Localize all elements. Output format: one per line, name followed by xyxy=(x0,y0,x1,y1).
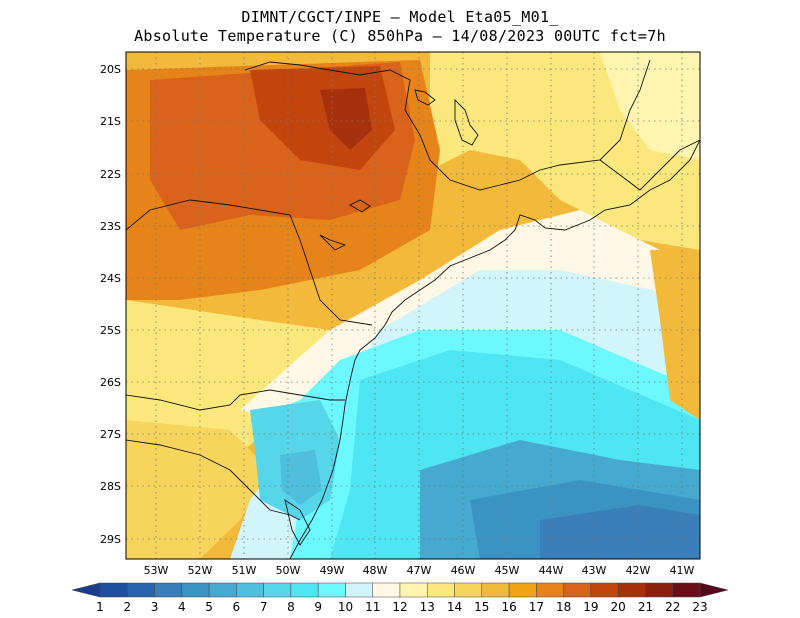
lat-label: 25S xyxy=(100,324,121,337)
lon-label: 47W xyxy=(407,564,432,577)
colorbar-swatch xyxy=(617,582,646,598)
lat-label: 27S xyxy=(100,428,121,441)
boundaries xyxy=(126,59,700,559)
field-ocean-blue-3 xyxy=(540,505,700,559)
colorbar-label: 7 xyxy=(260,600,268,614)
colorbar-swatch xyxy=(454,582,483,598)
map-title-line-2: Absolute Temperature (C) 850hPa – 14/08/… xyxy=(134,27,666,45)
lat-label: 23S xyxy=(100,220,121,233)
lon-label: 53W xyxy=(144,564,169,577)
colorbar-swatch xyxy=(290,582,319,598)
lat-label: 21S xyxy=(100,115,121,128)
lat-label: 20S xyxy=(100,63,121,76)
colorbar-label: 4 xyxy=(178,600,186,614)
latitude-axis: 20S 21S 22S 23S 24S 25S 26S 27S 28S 29S xyxy=(100,63,121,546)
colorbar-label: 6 xyxy=(233,600,241,614)
colorbar-label: 2 xyxy=(123,600,131,614)
field-hot-spot xyxy=(320,88,372,150)
reservoir-4 xyxy=(319,234,347,251)
lon-label: 46W xyxy=(451,564,476,577)
plot-frame xyxy=(125,51,701,560)
lon-label: 48W xyxy=(363,564,388,577)
colorbar-swatch xyxy=(181,582,210,598)
colorbar-arrow-high xyxy=(699,582,729,598)
lon-label: 44W xyxy=(539,564,564,577)
colorbar-label: 5 xyxy=(205,600,213,614)
colorbar-swatch xyxy=(508,582,537,598)
colorbar-label: 3 xyxy=(151,600,159,614)
gridlines xyxy=(126,52,700,559)
lagoon xyxy=(284,498,311,546)
colorbar-swatch xyxy=(427,582,455,598)
colorbar-swatch xyxy=(481,582,510,598)
lat-label: 28S xyxy=(100,480,121,493)
colorbar-swatch xyxy=(372,582,401,598)
colorbar-label: 12 xyxy=(392,600,407,614)
reservoir-1 xyxy=(454,98,479,146)
lon-label: 50W xyxy=(276,564,301,577)
state-border-3 xyxy=(126,439,301,521)
field-east-warm xyxy=(650,250,700,420)
lat-label: 26S xyxy=(100,376,121,389)
coastline xyxy=(289,139,700,559)
colorbar-swatch xyxy=(672,582,701,598)
colorbar-label: 11 xyxy=(365,600,380,614)
colorbar-swatch xyxy=(645,582,673,598)
colorbar-swatch xyxy=(345,582,373,598)
colorbar-label: 1 xyxy=(96,600,104,614)
lat-label: 22S xyxy=(100,168,121,181)
lon-label: 52W xyxy=(188,564,213,577)
colorbar-label: 8 xyxy=(287,600,295,614)
state-border-4 xyxy=(244,59,651,191)
colorbar-swatch xyxy=(208,582,237,598)
colorbar-label: 15 xyxy=(474,600,489,614)
colorbar-label: 10 xyxy=(338,600,353,614)
colorbar-label: 9 xyxy=(314,600,322,614)
colorbar-label: 19 xyxy=(583,600,598,614)
state-border-5 xyxy=(599,139,700,191)
field-northeast-pale xyxy=(600,52,700,160)
map-title-line-1: DIMNT/CGCT/INPE – Model Eta05_M01_ xyxy=(241,8,559,26)
temperature-field xyxy=(126,52,700,559)
colorbar: 1 2 3 4 5 6 7 8 9 10 11 12 13 14 15 16 17 18 19 20 21 22 23 xyxy=(71,582,729,614)
colorbar-label: 16 xyxy=(501,600,516,614)
lon-label: 45W xyxy=(495,564,520,577)
colorbar-label: 20 xyxy=(611,600,626,614)
longitude-axis: 53W 52W 51W 50W 49W 48W 47W 46W 45W 44W … xyxy=(144,564,695,577)
lon-label: 42W xyxy=(626,564,651,577)
colorbar-arrow-low xyxy=(71,582,101,598)
colorbar-swatch xyxy=(263,582,292,598)
colorbar-swatch xyxy=(99,582,128,598)
colorbar-label: 18 xyxy=(556,600,571,614)
colorbar-swatch xyxy=(563,582,592,598)
colorbar-swatch xyxy=(236,582,264,598)
lat-label: 29S xyxy=(100,533,121,546)
lon-label: 51W xyxy=(232,564,257,577)
colorbar-label: 14 xyxy=(447,600,462,614)
lat-label: 24S xyxy=(100,272,121,285)
field-inland-cool-core xyxy=(280,450,322,505)
lon-label: 49W xyxy=(320,564,345,577)
lon-label: 43W xyxy=(582,564,607,577)
colorbar-label: 13 xyxy=(420,600,435,614)
state-border-2 xyxy=(126,389,345,411)
reservoir-2 xyxy=(414,89,436,106)
reservoir-3 xyxy=(349,199,371,213)
colorbar-swatch xyxy=(536,582,564,598)
colorbar-label: 21 xyxy=(638,600,653,614)
lon-label: 41W xyxy=(670,564,695,577)
colorbar-label: 17 xyxy=(529,600,544,614)
colorbar-swatch xyxy=(317,582,346,598)
colorbar-swatch xyxy=(154,582,183,598)
field-south-warm-2 xyxy=(126,420,270,559)
colorbar-swatch xyxy=(399,582,428,598)
colorbar-swatch xyxy=(590,582,619,598)
state-border-1 xyxy=(126,199,373,326)
colorbar-swatch xyxy=(127,582,155,598)
colorbar-label: 23 xyxy=(692,600,707,614)
colorbar-label: 22 xyxy=(665,600,680,614)
